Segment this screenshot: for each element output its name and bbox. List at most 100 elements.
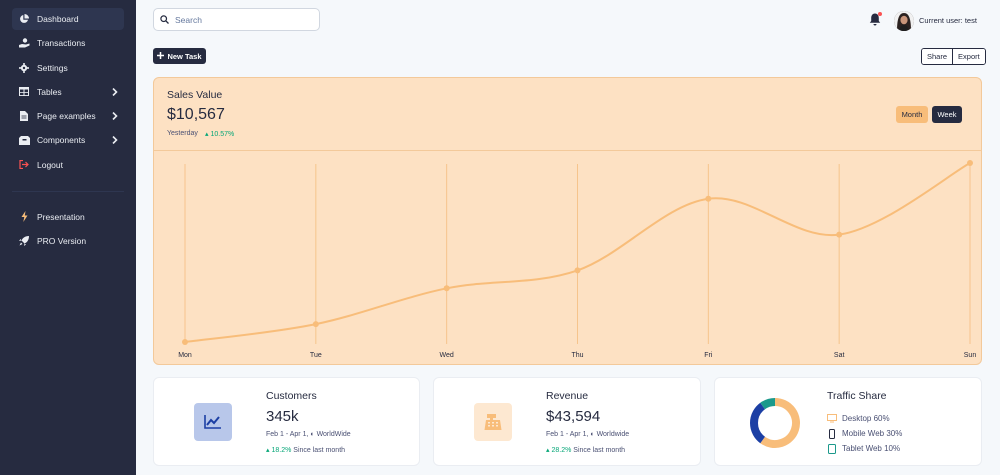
cash-register-icon [474, 403, 512, 441]
sidebar-item-presentation[interactable]: Presentation [12, 206, 124, 228]
traffic-label: Mobile Web [842, 429, 885, 438]
sidebar-item-dashboard[interactable]: Dashboard [12, 8, 124, 30]
share-button[interactable]: Share [922, 49, 953, 64]
notification-dot [878, 12, 882, 16]
region-label: Worldwide [596, 431, 630, 438]
toggle-week-button[interactable]: Week [932, 106, 962, 123]
sidebar-item-settings[interactable]: Settings [12, 57, 124, 79]
delta-value: 28.2% [551, 447, 572, 454]
sidebar-item-label: Tables [37, 86, 62, 97]
arrow-up-icon: ▴ [205, 131, 209, 138]
rocket-icon [18, 235, 30, 247]
traffic-share-card: Traffic Share Desktop 60% Mobile Web 30%… [714, 377, 982, 466]
delta-text: Since last month [573, 447, 626, 454]
chevron-right-icon [110, 111, 120, 121]
desktop-icon [827, 414, 837, 424]
user-label[interactable]: Current user: test [919, 16, 977, 25]
search-icon [160, 11, 169, 29]
hand-coins-icon [18, 37, 30, 49]
revenue-value: $43,594 [546, 408, 601, 425]
traffic-value: 60% [873, 414, 890, 423]
sidebar-item-label: Components [37, 135, 86, 146]
new-task-button[interactable]: New Task [153, 48, 206, 64]
mobile-icon [827, 428, 837, 439]
sales-change-value: 10.57% [210, 131, 235, 138]
revenue-card: Revenue $43,594 Feb 1 - Apr 1, ◐ Worldwi… [433, 377, 701, 466]
sales-value: $10,567 [167, 106, 225, 123]
avatar[interactable] [894, 11, 914, 31]
sidebar-item-label: Logout [37, 159, 63, 170]
sales-line-chart: Mon Tue Wed Thu Fri Sat Sun [178, 160, 976, 359]
search-box[interactable] [153, 8, 320, 31]
sales-title: Sales Value [167, 89, 223, 101]
customers-card: Customers 345k Feb 1 - Apr 1, ◐ WorldWid… [153, 377, 420, 466]
sidebar-item-label: Transactions [37, 38, 86, 49]
share-export-group: Share Export [921, 48, 986, 65]
tablet-icon [827, 443, 837, 454]
sidebar-item-pro-version[interactable]: PRO Version [12, 230, 124, 252]
arrow-up-icon: ▴ [266, 447, 270, 454]
globe-icon: ◐ [590, 431, 595, 438]
bolt-icon [18, 211, 30, 223]
traffic-label: Desktop [842, 414, 872, 423]
chart-header: Sales Value $10,567 Yesterday ▴ 10.57% M… [154, 78, 981, 151]
sales-data-point [443, 285, 450, 292]
donut-slice [760, 398, 776, 410]
sidebar-item-components[interactable]: Components [12, 129, 124, 151]
donut-slice [760, 398, 800, 448]
sidebar-item-transactions[interactable]: Transactions [12, 32, 124, 54]
box-icon [18, 134, 30, 146]
x-tick-label: Mon [178, 352, 192, 359]
sales-change: ▴ 10.57% [205, 130, 234, 138]
traffic-title: Traffic Share [827, 390, 887, 402]
sidebar-item-label: Settings [37, 62, 68, 73]
customers-value: 345k [266, 408, 299, 425]
sales-data-point [574, 267, 581, 274]
sidebar-item-label: Dashboard [37, 14, 79, 24]
sales-data-point [182, 339, 188, 345]
plus-icon [157, 51, 165, 61]
delta-text: Since last month [293, 447, 346, 454]
revenue-delta: ▴ 28.2% Since last month [546, 446, 625, 454]
revenue-title: Revenue [546, 390, 589, 402]
sidebar-item-label: Page examples [37, 111, 96, 122]
traffic-legend: Desktop 60% Mobile Web 30% Tablet Web 10… [827, 411, 902, 456]
globe-icon: ◐ [310, 431, 315, 438]
traffic-value: 10% [884, 444, 901, 453]
chevron-right-icon [110, 135, 120, 145]
gear-icon [18, 62, 30, 74]
sales-data-point [836, 231, 843, 238]
new-task-label: New Task [167, 51, 202, 61]
customers-title: Customers [266, 390, 317, 402]
x-tick-label: Tue [310, 352, 322, 359]
traffic-item-mobile: Mobile Web 30% [827, 426, 902, 441]
x-tick-label: Wed [440, 352, 454, 359]
x-tick-label: Thu [571, 352, 583, 359]
sidebar-item-logout[interactable]: Logout [12, 154, 124, 176]
date-range: Feb 1 - Apr 1, [266, 431, 309, 438]
revenue-range: Feb 1 - Apr 1, ◐ Worldwide [546, 431, 629, 438]
x-tick-label: Fri [704, 352, 713, 359]
traffic-value: 30% [886, 429, 903, 438]
sidebar-item-tables[interactable]: Tables [12, 81, 124, 103]
region-label: WorldWide [316, 431, 351, 438]
sales-period: Yesterday [167, 130, 198, 137]
sidebar-item-label: Presentation [37, 211, 85, 222]
traffic-donut-chart [750, 398, 800, 448]
arrow-up-icon: ▴ [546, 447, 550, 454]
bell-icon[interactable] [869, 13, 881, 26]
traffic-item-tablet: Tablet Web 10% [827, 441, 902, 456]
date-range: Feb 1 - Apr 1, [546, 431, 589, 438]
sidebar-item-label: PRO Version [37, 236, 87, 247]
file-icon [18, 110, 30, 122]
toggle-month-button[interactable]: Month [896, 106, 928, 123]
sales-chart-card: Sales Value $10,567 Yesterday ▴ 10.57% M… [153, 77, 982, 365]
export-button[interactable]: Export [952, 49, 985, 64]
logout-icon [18, 159, 30, 171]
search-input[interactable] [175, 14, 315, 25]
traffic-label: Tablet Web [842, 444, 882, 453]
sidebar: Dashboard Transactions Settings Tables P… [0, 0, 136, 475]
x-tick-label: Sat [834, 352, 845, 359]
sales-data-point [705, 195, 712, 202]
sidebar-item-page-examples[interactable]: Page examples [12, 105, 124, 127]
